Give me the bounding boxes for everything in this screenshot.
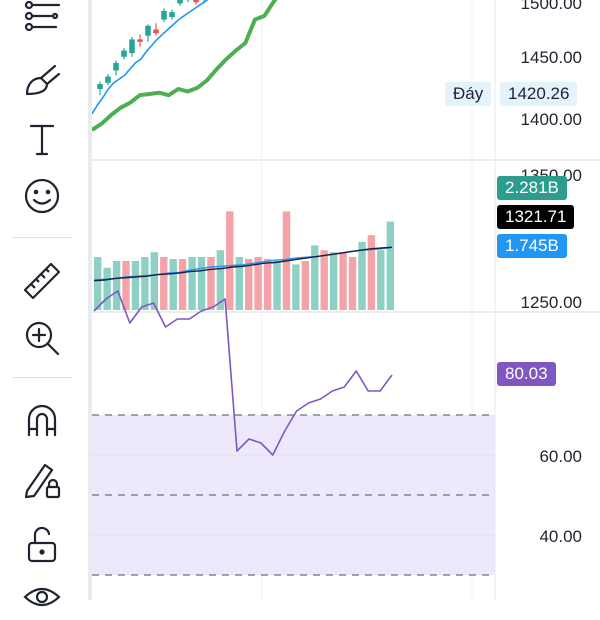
volume-bar	[169, 259, 177, 310]
moving-average-line	[91, 0, 209, 115]
text-icon[interactable]	[14, 115, 70, 163]
candle	[169, 12, 175, 18]
volume-bar	[245, 259, 253, 310]
smiley-icon[interactable]	[14, 172, 70, 220]
trailing-stop-line	[90, 0, 278, 132]
volume-scale-label: 1250.00	[520, 293, 582, 312]
toolbar-divider	[12, 237, 72, 238]
volume-bar	[112, 261, 121, 310]
volume-bar	[131, 261, 140, 310]
volume-bar	[188, 257, 196, 310]
volume-bar	[94, 257, 102, 310]
volume-bar	[339, 252, 347, 310]
volume-bar	[320, 250, 328, 310]
rsi-scale-label: 60.00	[539, 447, 582, 466]
candle	[145, 25, 151, 36]
ma-volume-badge: 1.745B	[497, 234, 567, 258]
price-ma-line	[93, 246, 393, 282]
volume-bar	[216, 250, 225, 310]
candle	[105, 76, 111, 83]
lock-drawing-icon[interactable]	[14, 456, 70, 504]
volume-bar	[178, 259, 187, 310]
volume-bar	[301, 261, 309, 310]
volume-bar	[207, 257, 215, 310]
toolbar-divider	[12, 377, 72, 378]
volume-bar	[273, 261, 281, 310]
volume-bar	[358, 242, 366, 310]
volume-bar	[377, 250, 385, 310]
magnet-icon[interactable]	[14, 396, 70, 444]
ruler-icon[interactable]	[14, 255, 70, 303]
volume-bar	[254, 257, 262, 310]
price-label: 1400.00	[520, 110, 582, 129]
volume-bar	[329, 252, 338, 310]
candle	[113, 62, 119, 71]
brush-icon[interactable]	[14, 57, 70, 105]
eye-icon[interactable]	[14, 572, 70, 620]
chart-canvas[interactable]	[0, 0, 600, 600]
rsi-scale-label: 40.00	[539, 527, 582, 546]
low-tag: Đáy	[445, 82, 492, 106]
candle	[137, 39, 143, 42]
rsi-value-badge: 80.03	[497, 362, 556, 386]
candle	[97, 84, 103, 89]
volume-bar	[226, 211, 234, 310]
volume-bar	[150, 252, 158, 310]
volume-bar	[263, 259, 272, 310]
volume-bar	[386, 221, 394, 310]
volume-bar	[160, 257, 168, 310]
volume-bar	[197, 257, 206, 310]
candle	[177, 0, 183, 4]
ma-value-badge: 1321.71	[497, 205, 575, 229]
trend-line-tools-icon[interactable]	[14, 0, 70, 44]
candle	[161, 10, 167, 20]
volume-bar	[292, 264, 300, 310]
volume-bar	[311, 245, 319, 310]
volume-bar	[367, 235, 376, 310]
toolbar-edge	[88, 0, 92, 600]
candle	[129, 39, 135, 54]
unlock-icon[interactable]	[14, 520, 70, 568]
price-label: 1450.00	[520, 48, 582, 67]
rsi-line	[93, 290, 393, 456]
volume-bar	[235, 257, 243, 310]
volume-bar	[103, 267, 111, 310]
volume-bar	[348, 257, 357, 310]
candle	[121, 50, 127, 57]
candle	[193, 0, 199, 3]
volume-bar	[122, 261, 130, 310]
volume-badge: 2.281B	[497, 176, 567, 200]
price-label: 1500.00	[520, 0, 582, 13]
low-value-badge: 1420.26	[500, 82, 578, 106]
zoom-in-icon[interactable]	[14, 314, 70, 362]
drawing-toolbar	[0, 0, 88, 607]
volume-bar	[141, 257, 149, 310]
candle	[153, 29, 159, 34]
